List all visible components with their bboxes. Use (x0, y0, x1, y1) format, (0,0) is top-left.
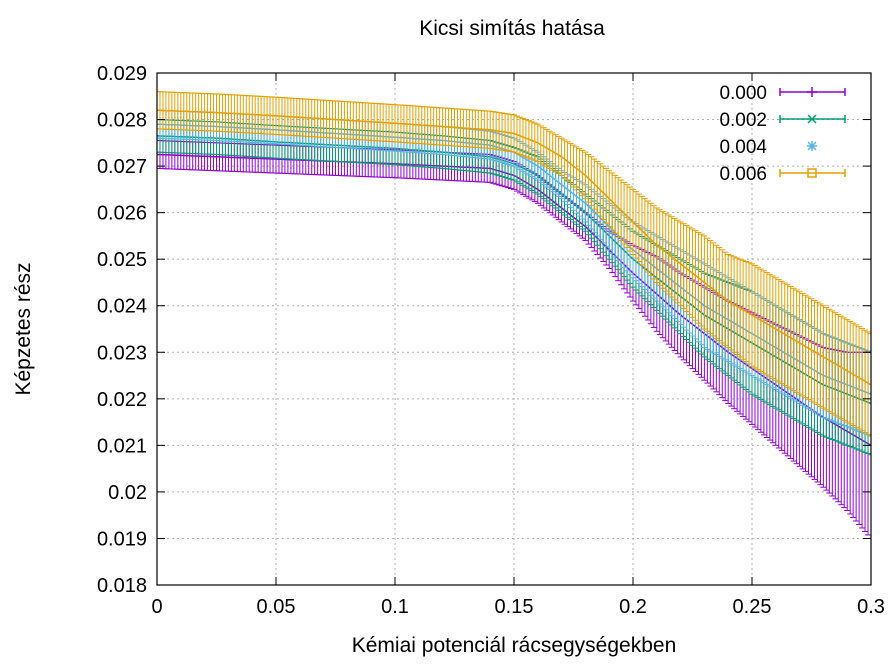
y-tick-label: 0.018 (97, 575, 147, 597)
x-axis-title: Kémiai potenciál rácsegységekben (352, 634, 677, 657)
y-tick-label: 0.021 (97, 435, 147, 457)
y-tick-label: 0.027 (97, 156, 147, 178)
legend: 0.000 0.002 0.004 0.006 (719, 83, 846, 185)
x-tick-label: 0.15 (495, 596, 534, 618)
legend-marker-star-b (807, 141, 817, 151)
y-tick-label: 0.028 (97, 110, 147, 132)
y-tick-label: 0.02 (108, 482, 147, 504)
y-tick-label: 0.023 (97, 342, 147, 364)
y-tick-label: 0.022 (97, 389, 147, 411)
x-tick-label: 0.2 (619, 596, 647, 618)
y-tick-label: 0.029 (97, 63, 147, 85)
legend-marker-square (807, 168, 817, 178)
y-tick-label: 0.024 (97, 296, 147, 318)
legend-marker-cross-b (807, 114, 817, 124)
legend-label: 0.000 (719, 83, 767, 104)
series-line (157, 109, 871, 386)
legend-label: 0.004 (719, 137, 767, 158)
x-tick-label: 0 (151, 596, 162, 618)
x-tick-label: 0.25 (733, 596, 772, 618)
x-tick-label: 0.05 (257, 596, 296, 618)
y-tick-label: 0.026 (97, 203, 147, 225)
y-tick-label: 0.025 (97, 249, 147, 271)
series-clip-group (157, 91, 871, 539)
series-layer (157, 91, 871, 539)
y-axis-title: Képzetes rész (12, 262, 35, 395)
tick-layer: 0 0.05 0.1 0.15 0.2 0.25 0.3 0.018 0.019 0.02 0.02… (97, 63, 885, 618)
legend-label: 0.002 (719, 110, 767, 131)
x-tick-label: 0.3 (857, 596, 885, 618)
x-tick-label: 0.1 (381, 596, 409, 618)
chart-title: Kicsi simítás hatása (419, 17, 605, 40)
legend-label: 0.006 (719, 164, 767, 185)
y-tick-label: 0.019 (97, 528, 147, 550)
series-0.006 (157, 91, 871, 437)
